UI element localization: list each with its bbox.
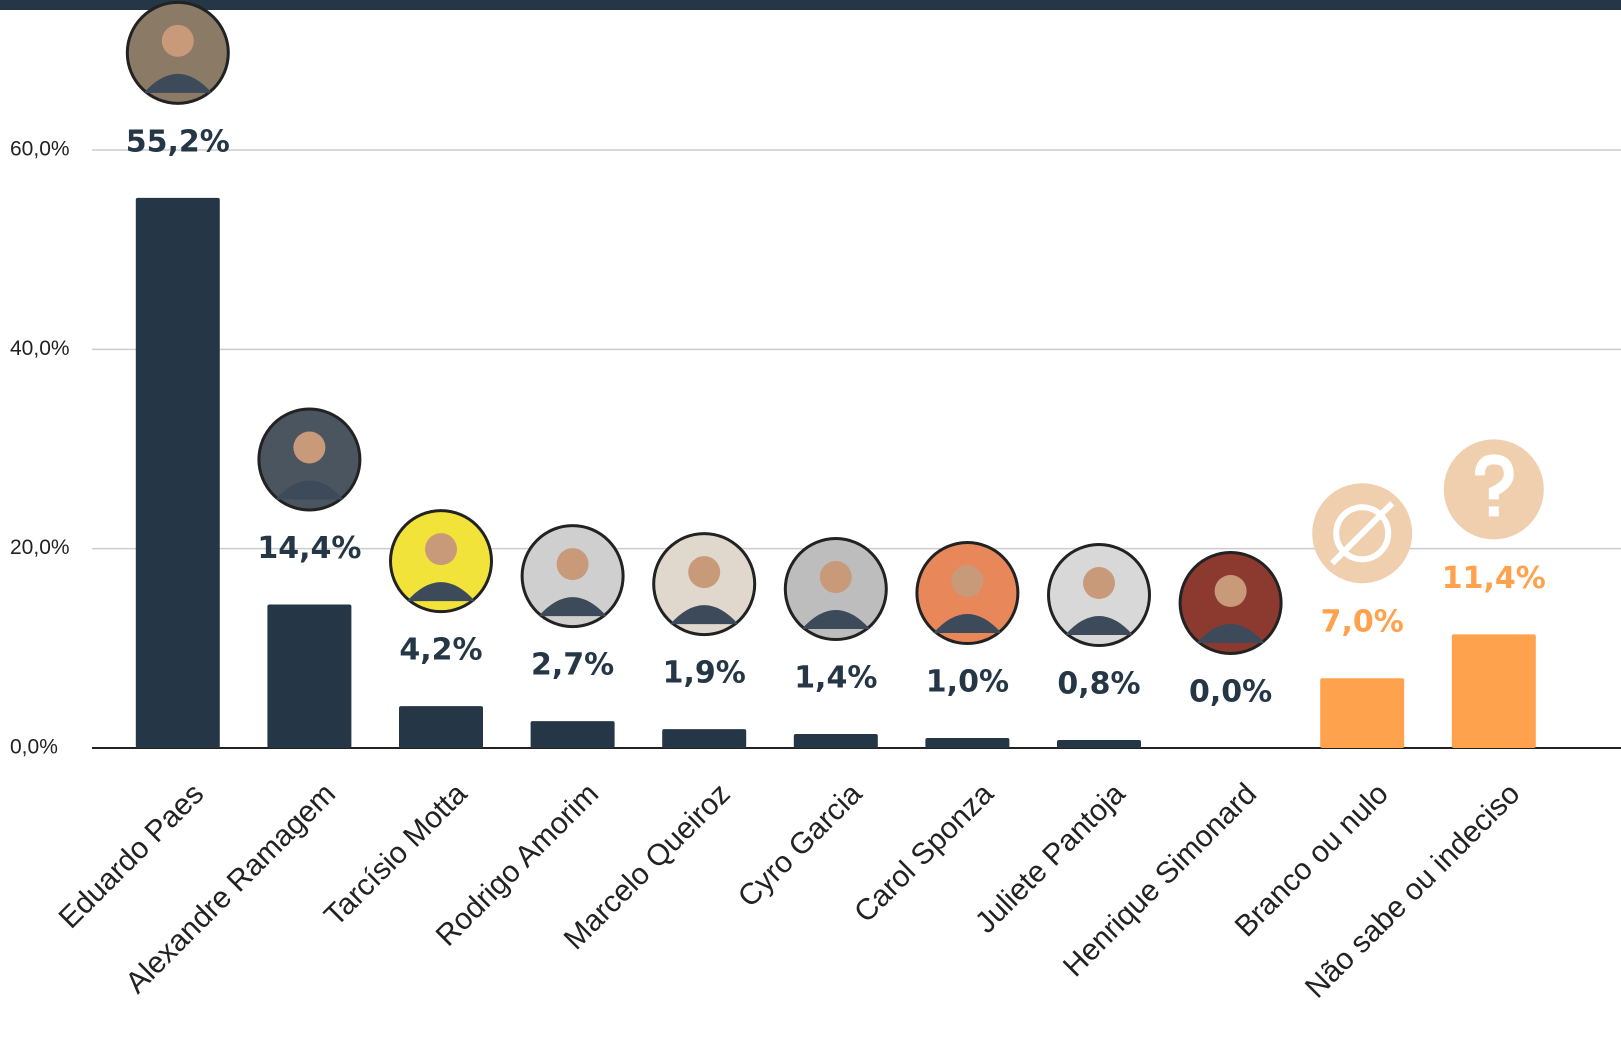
photo-head <box>1083 567 1115 599</box>
candidate-icon <box>652 532 756 636</box>
photo-head <box>557 548 589 580</box>
candidate-icon <box>1179 551 1283 655</box>
photo-head <box>688 556 720 588</box>
candidate-icon <box>389 509 493 613</box>
photo-head <box>425 533 457 565</box>
y-tick-label: 0,0% <box>10 736 58 759</box>
x-tick-label: Não sabe ou indeciso <box>1299 777 1526 1004</box>
bar <box>925 738 1009 748</box>
photo-head <box>820 561 852 593</box>
x-tick-label: Carol Sponza <box>848 777 1000 929</box>
icon-question-dot <box>1489 506 1499 516</box>
x-tick-label: Cyro Garcia <box>732 777 869 914</box>
chart: 0,0%20,0%40,0%60,0%55,2%Eduardo Paes14,4… <box>0 0 1621 1044</box>
bar <box>1057 740 1141 748</box>
candidate-icon <box>1047 543 1151 647</box>
candidate-icon <box>521 524 625 628</box>
candidate-icon <box>126 1 230 105</box>
value-label: 7,0% <box>1321 605 1404 640</box>
value-label: 1,9% <box>663 656 746 691</box>
candidate-icon <box>257 407 361 511</box>
value-label: 4,2% <box>399 633 482 668</box>
y-tick-label: 20,0% <box>10 536 70 559</box>
bar <box>662 729 746 748</box>
value-label: 1,4% <box>794 661 877 696</box>
value-label: 11,4% <box>1442 561 1546 596</box>
bar <box>1452 634 1536 748</box>
bar <box>399 706 483 748</box>
candidate-icon <box>1444 439 1544 539</box>
y-tick-label: 60,0% <box>10 138 70 161</box>
bar <box>267 604 351 748</box>
candidate-icon <box>915 541 1019 645</box>
bar <box>531 721 615 748</box>
value-label: 1,0% <box>926 665 1009 700</box>
photo-head <box>162 25 194 57</box>
top-bar <box>0 0 1621 10</box>
candidate-icon <box>1312 483 1412 583</box>
candidate-icon <box>784 537 888 641</box>
bar <box>1320 678 1404 748</box>
photo-head <box>293 431 325 463</box>
bar <box>794 734 878 748</box>
value-label: 0,8% <box>1057 667 1140 702</box>
photo-head <box>951 565 983 597</box>
value-label: 0,0% <box>1189 675 1272 710</box>
y-tick-label: 40,0% <box>10 337 70 360</box>
value-label: 2,7% <box>531 648 614 683</box>
value-label: 55,2% <box>126 124 230 159</box>
value-label: 14,4% <box>257 531 361 566</box>
photo-head <box>1215 575 1247 607</box>
bar <box>136 198 220 748</box>
